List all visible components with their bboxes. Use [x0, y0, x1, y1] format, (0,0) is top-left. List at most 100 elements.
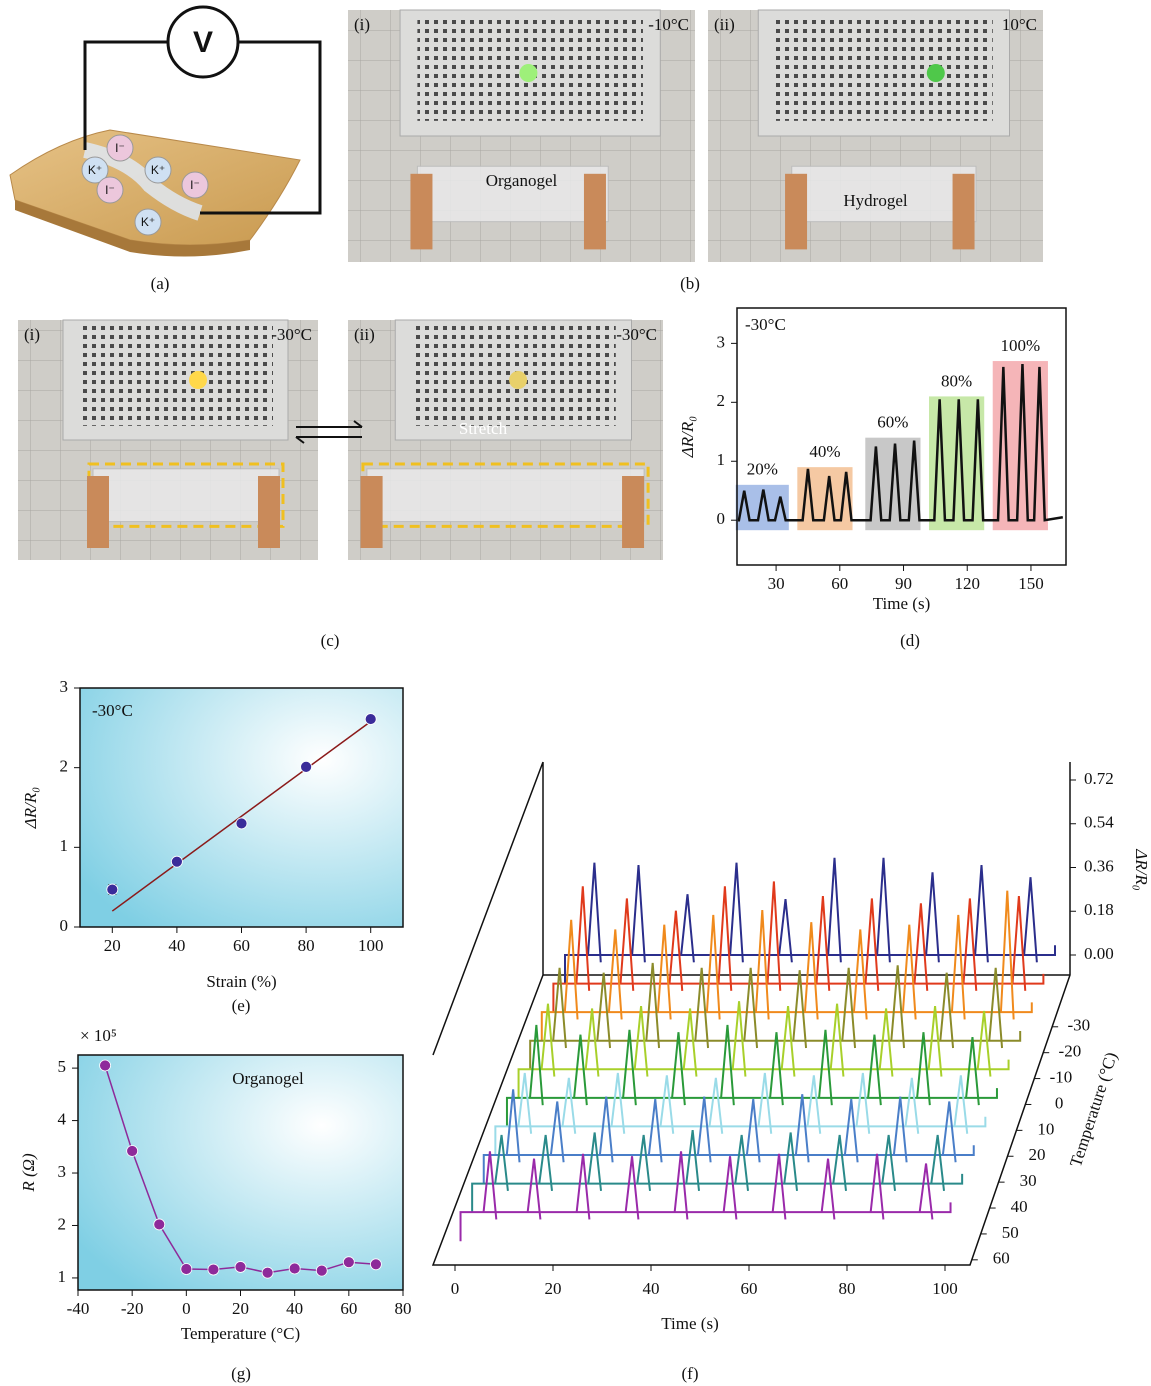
signal-peak — [915, 903, 928, 991]
signal-peak — [871, 1154, 884, 1220]
signal-peak — [833, 1135, 846, 1191]
signal-peak — [978, 1011, 991, 1077]
annotation: -30°C — [92, 701, 133, 720]
panel-label: (f) — [682, 1364, 699, 1383]
x-tick-label: 0 — [451, 1279, 460, 1298]
signal-peak — [588, 863, 601, 963]
signal-peak — [660, 1075, 673, 1133]
data-point — [235, 1261, 246, 1272]
y-tick-label: 1 — [60, 836, 69, 855]
x-tick-label: 90 — [895, 574, 912, 593]
photo-temperature: -30°C — [616, 325, 657, 344]
ion-label: I⁻ — [115, 141, 125, 155]
led — [927, 64, 945, 82]
clip — [410, 174, 432, 250]
signal-peak — [842, 968, 855, 1048]
signal-peak — [964, 899, 977, 991]
photo-temperature: 10°C — [1002, 15, 1037, 34]
y-axis-label: ΔR/R₀ — [678, 416, 697, 458]
signal-peak — [817, 896, 830, 991]
signal-peak — [621, 899, 634, 991]
signal-peak — [954, 1075, 967, 1133]
signal-peak — [845, 1099, 858, 1162]
signal-peak — [600, 1097, 613, 1163]
ion-label: K⁺ — [141, 215, 155, 229]
figure: V I⁻K⁺K⁺I⁻I⁻K⁺(a)(i)-10°COrganogel(ii)10… — [0, 0, 1151, 1386]
x-tick-label: 60 — [831, 574, 848, 593]
y-tick-label: 0.36 — [1084, 856, 1114, 875]
signal-peak — [681, 894, 694, 962]
signal-peak — [686, 1130, 699, 1191]
signal-peak — [484, 1151, 497, 1219]
data-point — [107, 884, 118, 895]
ion-label: K⁺ — [151, 163, 165, 177]
y-tick-label: 0.18 — [1084, 900, 1114, 919]
region-label: 60% — [877, 413, 908, 432]
signal-peak — [807, 1075, 820, 1133]
data-point — [181, 1264, 192, 1275]
signal-peak — [952, 915, 965, 1020]
signal-peak — [880, 1009, 893, 1077]
data-point — [262, 1267, 273, 1278]
signal-peak — [707, 915, 720, 1020]
data-point — [301, 761, 312, 772]
clip — [584, 174, 606, 250]
y-tick-label: 0.54 — [1084, 813, 1114, 832]
x-tick-label: 60 — [340, 1299, 357, 1318]
signal-peak — [565, 920, 578, 1020]
x-tick-label: 40 — [643, 1279, 660, 1298]
photo-tag: (i) — [24, 325, 40, 344]
x-tick-label: 40 — [286, 1299, 303, 1318]
data-point — [100, 1060, 111, 1071]
photo-temperature: -10°C — [648, 15, 689, 34]
breadboard-holes — [775, 15, 993, 121]
gel — [93, 469, 279, 522]
data-point — [208, 1264, 219, 1275]
x-tick-label: 60 — [233, 936, 250, 955]
x-tick-label: 80 — [839, 1279, 856, 1298]
z-tick-label: 10 — [1037, 1119, 1054, 1138]
x-tick-label: 0 — [182, 1299, 191, 1318]
region-label: 40% — [809, 442, 840, 461]
y-axis-label: R (Ω) — [19, 1153, 38, 1193]
data-point — [171, 856, 182, 867]
z-tick-label: 40 — [1011, 1197, 1028, 1216]
signal-peak — [709, 1078, 722, 1134]
panel-label: (d) — [900, 631, 920, 650]
signal-peak — [773, 1154, 786, 1220]
led — [509, 371, 527, 389]
x-tick-label: 20 — [104, 936, 121, 955]
y-tick-label: 3 — [60, 677, 69, 696]
photo-sample: Hydrogel — [843, 191, 907, 210]
region-label: 100% — [1000, 336, 1040, 355]
signal-peak — [495, 1135, 508, 1191]
y-axis-label: ΔR/R₀ — [21, 787, 40, 829]
panel-label: (b) — [680, 274, 700, 293]
y-tick-label: 1 — [717, 450, 726, 469]
z-tick-label: 30 — [1020, 1171, 1037, 1190]
signal-peak — [626, 1156, 639, 1219]
x-tick-label: 150 — [1018, 574, 1044, 593]
y-tick-label: 3 — [58, 1162, 67, 1181]
signal-peak — [539, 1135, 552, 1191]
clip — [361, 476, 383, 548]
data-point — [127, 1145, 138, 1156]
x-tick-label: 100 — [358, 936, 384, 955]
x-tick-label: 80 — [298, 936, 315, 955]
data-point — [343, 1257, 354, 1268]
signal-peak — [975, 865, 988, 962]
y-tick-label: 2 — [58, 1214, 67, 1233]
photo-sample: Organogel — [486, 171, 558, 190]
x-tick-label: 40 — [168, 936, 185, 955]
signal-peak — [670, 911, 683, 991]
x-tick-label: 20 — [545, 1279, 562, 1298]
panel-label: (c) — [321, 631, 340, 650]
photo-action: Stretch — [459, 419, 508, 438]
ion-label: I⁻ — [190, 178, 200, 192]
photo-temperature: -30°C — [271, 325, 312, 344]
signal-peak — [551, 1102, 564, 1163]
plot-background — [78, 1055, 403, 1290]
signal-peak — [784, 1133, 797, 1191]
data-point — [316, 1265, 327, 1276]
data-point — [365, 714, 376, 725]
